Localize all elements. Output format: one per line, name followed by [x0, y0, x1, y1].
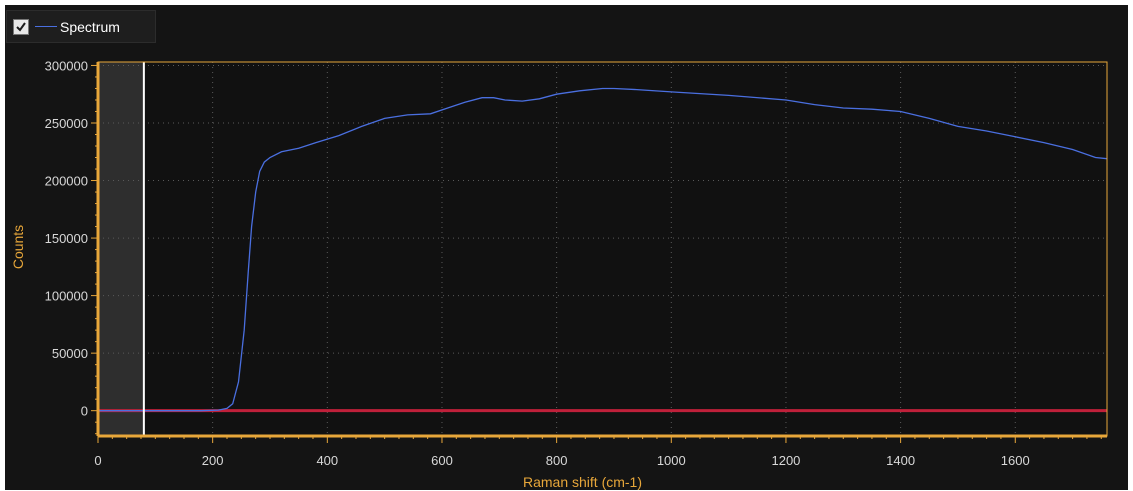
y-tick-label: 100000: [45, 289, 88, 304]
x-tick-label: 400: [316, 453, 338, 468]
x-tick-label: 1000: [657, 453, 686, 468]
x-tick-label: 600: [431, 453, 453, 468]
spectrum-series-line: [98, 87, 1108, 412]
y-tick-label: 250000: [45, 116, 88, 131]
legend-checkbox[interactable]: [13, 18, 29, 35]
y-tick-label: 300000: [45, 58, 88, 73]
x-tick-label: 1200: [771, 453, 800, 468]
plot-area[interactable]: [98, 62, 1107, 436]
y-tick-label: 0: [81, 404, 88, 419]
y-tick-label: 50000: [52, 346, 88, 361]
y-axis-title: Counts: [10, 225, 26, 269]
checkmark-icon: [16, 21, 26, 32]
legend-label: Spectrum: [60, 18, 120, 35]
x-tick-label: 1600: [1001, 453, 1030, 468]
y-tick-label: 200000: [45, 174, 88, 189]
legend: Spectrum: [6, 10, 156, 43]
excluded-region: [98, 62, 144, 436]
x-tick-label: 0: [94, 453, 101, 468]
x-tick-label: 200: [202, 453, 224, 468]
legend-series-swatch: [35, 26, 57, 27]
x-tick-label: 1400: [886, 453, 915, 468]
x-tick-label: 800: [546, 453, 568, 468]
y-tick-label: 150000: [45, 231, 88, 246]
x-axis-title: Raman shift (cm-1): [523, 474, 642, 490]
